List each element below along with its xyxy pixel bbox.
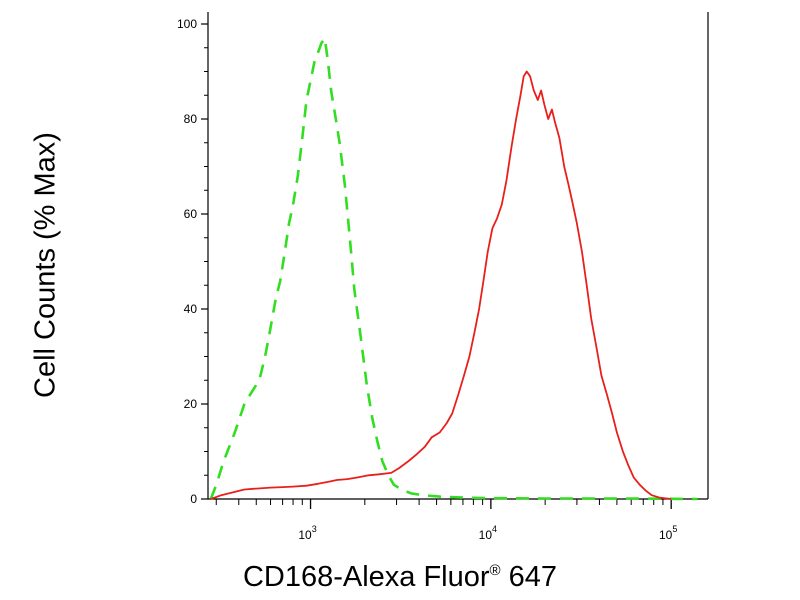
x-axis-label-main: CD168-Alexa Fluor	[242, 561, 490, 593]
y-axis-label-container: Cell Counts (% Max)	[14, 100, 78, 430]
y-tick-label: 80	[184, 112, 198, 126]
control-histogram-line	[209, 37, 698, 501]
stained-histogram-line	[210, 70, 672, 500]
y-tick-label: 40	[184, 302, 198, 316]
registered-mark: ®	[489, 562, 501, 579]
y-tick-label: 20	[184, 397, 198, 411]
y-tick-label: 0	[190, 492, 197, 506]
x-axis-label: CD168-Alexa Fluor® 647	[0, 561, 800, 594]
series-layer	[209, 37, 698, 501]
plot-frame	[207, 12, 709, 500]
x-tick-label: 105	[659, 524, 677, 542]
y-axis: 0 20 40 60 80 100	[177, 17, 208, 506]
x-tick-label: 104	[479, 524, 497, 542]
y-tick-label: 100	[177, 17, 197, 31]
x-axis-label-tail: 647	[500, 561, 558, 593]
x-axis: 103 104 105	[215, 499, 677, 542]
y-tick-label: 60	[184, 207, 198, 221]
x-tick-label: 103	[298, 524, 316, 542]
y-axis-label: Cell Counts (% Max)	[29, 132, 62, 398]
